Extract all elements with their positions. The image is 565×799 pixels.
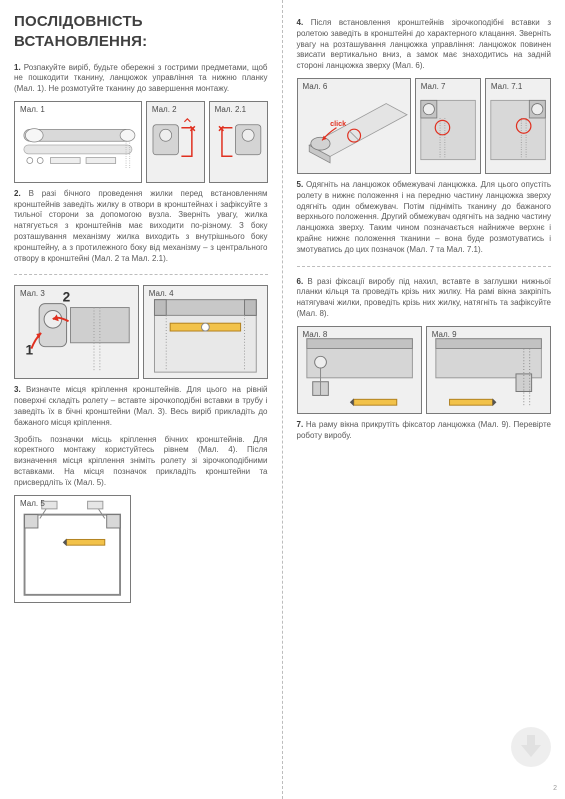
divider-right-1 [297, 266, 552, 267]
step-3a: 3. Визначте місця кріплення кронштейнів.… [14, 385, 268, 428]
fig-8: Мал. 8 [297, 326, 422, 414]
step-2: 2. В разі бічного проведення жилки перед… [14, 189, 268, 265]
fig-7-svg [416, 79, 480, 173]
fig-3: Мал. 3 1 2 [14, 285, 139, 379]
page-title: ПОСЛІДОВНІСТЬ ВСТАНОВЛЕННЯ: [14, 12, 268, 53]
left-column: ПОСЛІДОВНІСТЬ ВСТАНОВЛЕННЯ: 1. Розпакуйт… [0, 0, 283, 799]
fig-5-label: Мал. 5 [20, 499, 45, 510]
svg-text:click: click [330, 119, 347, 128]
fig-row-5: Мал. 8 Мал. 9 [297, 326, 552, 414]
fig-7: Мал. 7 [415, 78, 481, 174]
step-1-text: Розпакуйте виріб, будьте обережні з гост… [14, 63, 268, 94]
step-6: 6. В разі фіксації виробу під нахил, вст… [297, 277, 552, 320]
divider-left-1 [14, 274, 268, 275]
step-7: 7. На раму вікна прикрутіть фіксатор лан… [297, 420, 552, 442]
step-5: 5. Одягніть на ланцюжок обмежувачі ланцю… [297, 180, 552, 256]
fig-row-3: Мал. 5 [14, 495, 268, 603]
fig-71-label: Мал. 7.1 [491, 82, 522, 93]
step-3b-text: Зробіть позначки місць кріплення бічних … [14, 435, 268, 487]
fig-3-svg: 1 2 [15, 286, 138, 378]
fig-row-1: Мал. 1 Мал. 2 [14, 101, 268, 183]
fig-row-4: Мал. 6 click Мал. 7 [297, 78, 552, 174]
fig-6-svg: click [298, 79, 410, 173]
svg-text:2: 2 [63, 290, 71, 305]
fig-4-svg [144, 286, 267, 378]
step-6-text: В разі фіксації виробу під нахил, вставт… [297, 277, 552, 318]
page-root: ПОСЛІДОВНІСТЬ ВСТАНОВЛЕННЯ: 1. Розпакуйт… [0, 0, 565, 799]
step-3a-text: Визначте місця кріплення кронштейнів. Дл… [14, 385, 268, 426]
watermark-icon [509, 725, 553, 769]
fig-7-label: Мал. 7 [421, 82, 446, 93]
step-2-text: В разі бічного проведення жилки перед вс… [14, 189, 268, 263]
page-number: 2 [553, 784, 557, 793]
fig-4-label: Мал. 4 [149, 289, 174, 300]
fig-5-spacer [135, 495, 268, 603]
step-5-text: Одягніть на ланцюжок обмежувачі ланцюжка… [297, 180, 552, 254]
fig-row-2: Мал. 3 1 2 Мал. 4 [14, 285, 268, 379]
step-7-text: На раму вікна прикрутіть фіксатор ланцюж… [297, 420, 551, 440]
step-4-text: Після встановлення кронштейнів зірочкопо… [297, 18, 552, 70]
fig-71-svg [486, 79, 550, 173]
fig-5-svg [15, 496, 130, 602]
fig-6-label: Мал. 6 [303, 82, 328, 93]
fig-1-label: Мал. 1 [20, 105, 45, 116]
fig-21: Мал. 2.1 [209, 101, 268, 183]
fig-6: Мал. 6 click [297, 78, 411, 174]
step-4: 4. Після встановлення кронштейнів зірочк… [297, 18, 552, 72]
fig-3-label: Мал. 3 [20, 289, 45, 300]
fig-8-label: Мал. 8 [303, 330, 328, 341]
fig-4: Мал. 4 [143, 285, 268, 379]
fig-71: Мал. 7.1 [485, 78, 551, 174]
fig-9: Мал. 9 [426, 326, 551, 414]
fig-9-label: Мал. 9 [432, 330, 457, 341]
step-3b: Зробіть позначки місць кріплення бічних … [14, 435, 268, 489]
fig-1: Мал. 1 [14, 101, 142, 183]
fig-2: Мал. 2 [146, 101, 205, 183]
fig-5: Мал. 5 [14, 495, 131, 603]
right-column: 4. Після встановлення кронштейнів зірочк… [283, 0, 565, 799]
fig-21-label: Мал. 2.1 [215, 105, 246, 116]
step-1: 1. Розпакуйте виріб, будьте обережні з г… [14, 63, 268, 95]
fig-2-label: Мал. 2 [152, 105, 177, 116]
